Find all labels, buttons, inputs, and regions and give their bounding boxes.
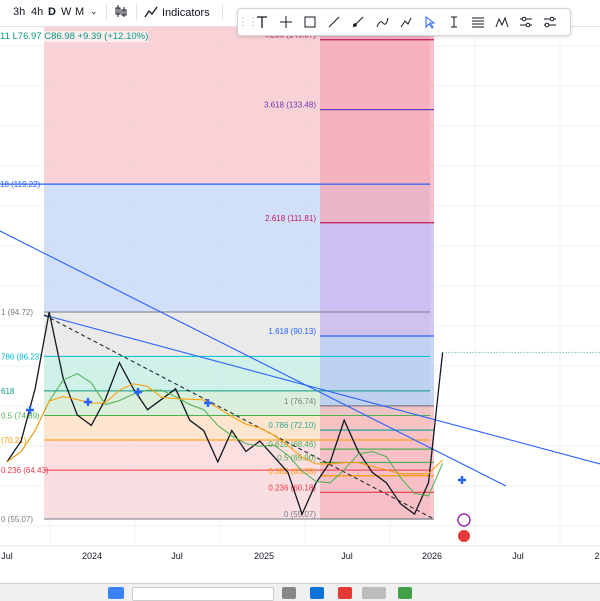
app-icon[interactable]	[398, 587, 412, 599]
divider	[222, 4, 223, 20]
fib-label: 0.382 (63.35)	[268, 467, 316, 476]
drawing-toolbar: ⋮⋮	[237, 8, 571, 36]
indicators-label: Indicators	[162, 7, 210, 19]
search-input[interactable]	[132, 587, 274, 601]
ohlc-readout: 11 L76.97 C86.98 +9.39 (+12.10%)	[0, 31, 149, 42]
trend-line	[0, 230, 507, 487]
fib-label: 0.786 (72.10)	[268, 421, 316, 430]
fib-zone	[320, 222, 434, 336]
timeframe-3h[interactable]: 3h	[13, 6, 26, 18]
fib-label: 0.5 (65.90)	[277, 453, 316, 462]
x-tick-label: Jul	[171, 551, 183, 561]
ohlc-open: 11	[0, 31, 10, 42]
fib-label: 0.236 (64.43)	[1, 466, 49, 475]
timeframe-m[interactable]: M	[75, 6, 85, 18]
ohlc-change: +9.39 (+12.10%)	[77, 31, 149, 42]
start-icon[interactable]	[108, 587, 124, 599]
brush-icon[interactable]	[370, 10, 394, 34]
trend-line	[43, 314, 435, 520]
ray-icon[interactable]	[346, 10, 370, 34]
fib-zone	[320, 335, 434, 406]
app-icon[interactable]	[282, 587, 296, 599]
price-chart[interactable]: 18 (119.22) 1 (94.72) 786 (86.23) 618 0.5 (7…	[0, 26, 600, 583]
app-icon[interactable]	[310, 587, 324, 599]
more-settings-icon[interactable]	[538, 10, 562, 34]
timeframe-w[interactable]: W	[61, 6, 72, 18]
settings-icon[interactable]	[514, 10, 538, 34]
fib-label: 0 (55.07)	[284, 510, 316, 519]
fib-label: 3.618 (133.48)	[264, 101, 316, 110]
moving-average-line	[6, 383, 443, 475]
app-icon[interactable]	[338, 587, 352, 599]
trend-line	[43, 314, 600, 465]
crosshair-icon[interactable]	[274, 10, 298, 34]
taskbar	[0, 583, 600, 601]
fib-label: 2.618 (111.81)	[265, 214, 316, 223]
fib-zone	[320, 26, 434, 223]
x-tick-label: Jul	[341, 551, 353, 561]
divider	[106, 4, 107, 20]
x-tick-label: 2026	[422, 551, 442, 561]
ohlc-low: L76.97	[12, 31, 42, 42]
x-tick-label: Jul	[512, 551, 524, 561]
ohlc-close: C86.98	[44, 31, 75, 42]
cursor-text-icon[interactable]	[442, 10, 466, 34]
drag-handle-icon[interactable]: ⋮⋮	[238, 16, 258, 28]
fib-label: 1.618 (90.13)	[268, 327, 316, 336]
timeframe-4h[interactable]: 4h	[31, 6, 44, 18]
x-tick-label: 2025	[254, 551, 274, 561]
fib-label: 0 (55.07)	[1, 515, 33, 524]
fib-label: 1 (94.72)	[1, 308, 33, 317]
plus-marker-icon	[84, 398, 92, 406]
fib-label: (70.21)	[1, 436, 27, 445]
lines-icon[interactable]	[466, 10, 490, 34]
candles-icon[interactable]	[114, 3, 128, 22]
text-tool-icon[interactable]	[250, 10, 274, 34]
rectangle-icon[interactable]	[298, 10, 322, 34]
plus-marker-icon	[26, 406, 34, 414]
timeframe-d[interactable]: D	[48, 6, 56, 18]
x-tick-label: Jul	[1, 551, 13, 561]
earnings-icon	[458, 530, 470, 542]
fib-label: 1 (76.74)	[284, 397, 316, 406]
fib-label: 0.5 (74.89)	[1, 412, 40, 421]
x-tick-label: 2	[594, 551, 599, 561]
fib-label: 786 (86.23)	[1, 352, 42, 361]
moving-average-line	[6, 373, 444, 497]
divider	[136, 4, 137, 20]
x-tick-label: 2024	[82, 551, 102, 561]
indicators-button[interactable]: Indicators	[144, 4, 210, 22]
price-line	[6, 311, 444, 516]
app-icon[interactable]	[362, 587, 386, 599]
lightning-icon	[457, 513, 471, 527]
fib-label: 0.236 (60.18)	[268, 483, 316, 492]
indicators-icon	[144, 5, 158, 22]
fib-label: 618	[1, 387, 15, 396]
pattern-icon[interactable]	[490, 10, 514, 34]
chevron-down-icon[interactable]: ⌄	[90, 6, 98, 16]
plus-marker-icon	[458, 476, 466, 484]
plus-marker-icon	[134, 388, 142, 396]
cursor-icon[interactable]	[418, 10, 442, 34]
path-icon[interactable]	[394, 10, 418, 34]
trendline-icon[interactable]	[322, 10, 346, 34]
fib-label: 18 (119.22)	[0, 180, 41, 189]
plus-marker-icon	[204, 399, 212, 407]
